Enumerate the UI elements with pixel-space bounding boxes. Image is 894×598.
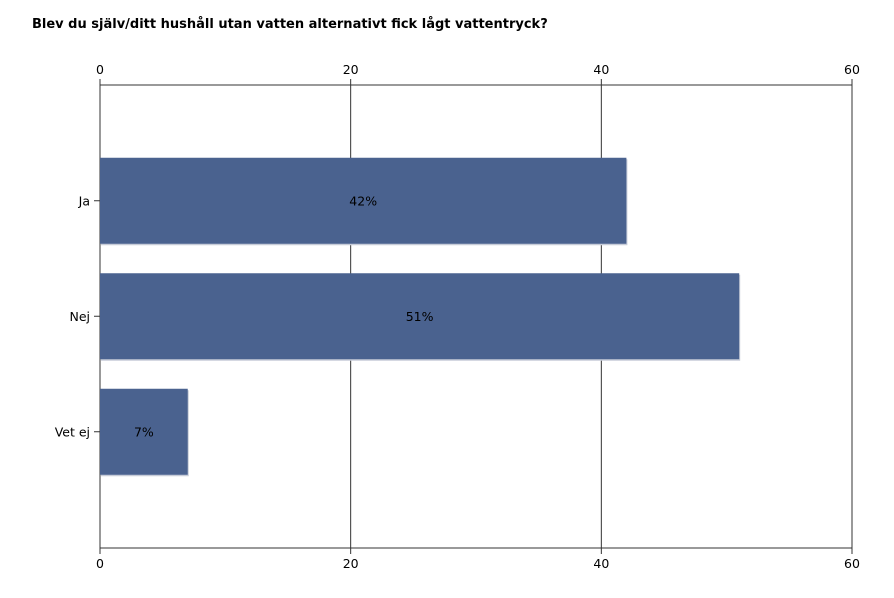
bottom-axis: 0 20 40 60 bbox=[96, 548, 860, 571]
bar bbox=[100, 273, 740, 360]
category-axis: Ja Nej Vet ej bbox=[55, 193, 100, 439]
x-tick-label-bottom: 20 bbox=[343, 556, 359, 571]
bar-data-label: 7% bbox=[134, 424, 154, 439]
bars: 42% 51% 7% bbox=[100, 157, 741, 477]
bar bbox=[100, 157, 627, 244]
chart-title: Blev du själv/ditt hushåll utan vatten a… bbox=[32, 17, 548, 32]
x-tick-label-top: 60 bbox=[844, 62, 860, 77]
top-axis: 0 20 40 60 bbox=[96, 62, 860, 85]
category-label: Nej bbox=[69, 309, 90, 324]
x-tick-label-top: 0 bbox=[96, 62, 104, 77]
bar bbox=[100, 388, 188, 475]
category-label: Ja bbox=[78, 193, 90, 208]
x-tick-label-top: 40 bbox=[593, 62, 609, 77]
bar-data-label: 42% bbox=[349, 193, 377, 208]
x-tick-label-bottom: 40 bbox=[593, 556, 609, 571]
x-tick-label-bottom: 60 bbox=[844, 556, 860, 571]
x-tick-label-top: 20 bbox=[343, 62, 359, 77]
category-label: Vet ej bbox=[55, 424, 90, 439]
x-tick-label-bottom: 0 bbox=[96, 556, 104, 571]
bar-data-label: 51% bbox=[406, 309, 434, 324]
